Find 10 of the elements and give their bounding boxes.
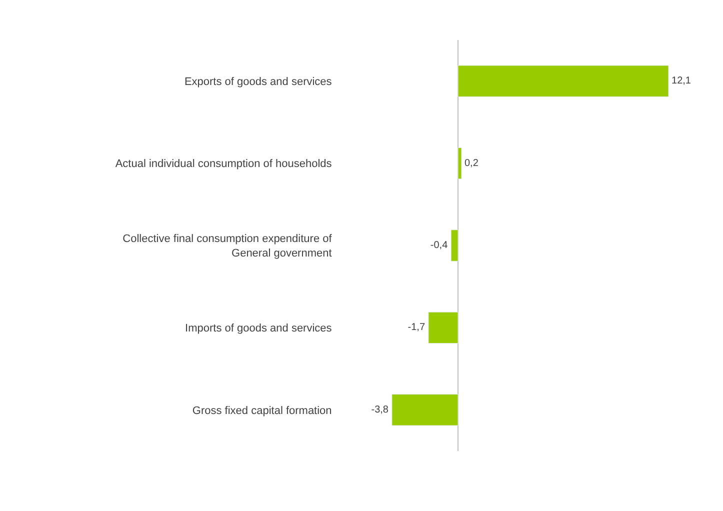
data-label: -1,7 bbox=[408, 322, 426, 334]
data-label: -3,8 bbox=[371, 404, 389, 416]
data-label: -0,4 bbox=[430, 240, 448, 251]
y-tick-label: Imports of goods and services bbox=[185, 322, 332, 335]
data-label: 0,2 bbox=[464, 158, 479, 169]
y-tick-label: Collective final consumption expenditure of General government bbox=[122, 233, 333, 260]
y-tick-label: Actual individual consumption of households bbox=[115, 158, 332, 170]
data-label: 12,1 bbox=[672, 76, 692, 87]
y-tick-label: Gross fixed capital formation bbox=[192, 404, 332, 417]
y-tick-label: Exports of goods and services bbox=[184, 76, 332, 88]
